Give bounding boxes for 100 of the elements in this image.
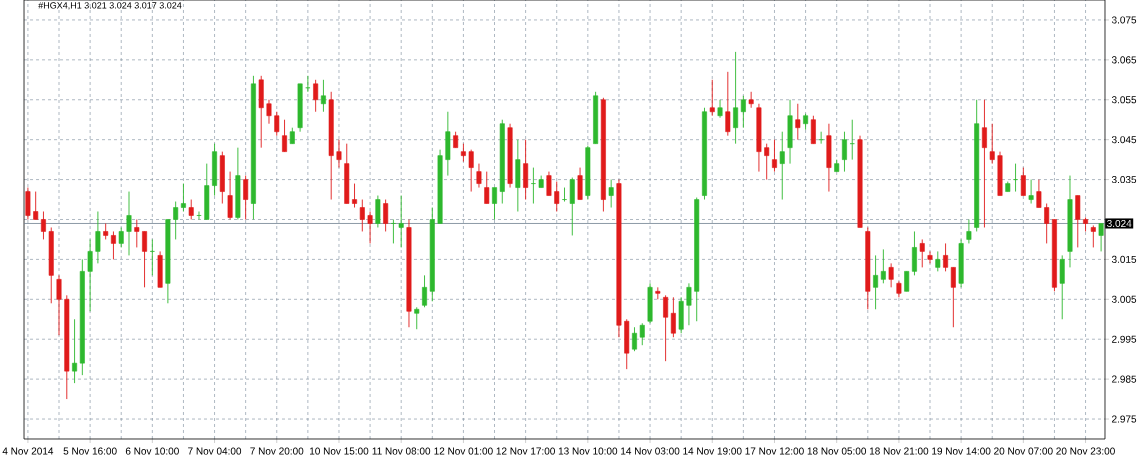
candlestick xyxy=(468,149,474,192)
candlestick xyxy=(841,131,847,173)
x-tick-label: 4 Nov 2014 xyxy=(2,447,54,455)
x-tick-label: 5 Nov 16:00 xyxy=(63,447,117,455)
candlestick xyxy=(1028,179,1034,204)
candlestick xyxy=(56,274,62,336)
chart-title: #HGX4,H1 3.021 3.024 3.017 3.024 xyxy=(38,2,182,10)
y-tick-label: 3.045 xyxy=(1111,136,1137,144)
candlestick xyxy=(523,139,529,200)
x-tick-label: 14 Nov 03:00 xyxy=(621,447,680,455)
candlestick xyxy=(911,231,917,276)
candlestick xyxy=(1036,179,1042,208)
candlestick xyxy=(966,219,972,244)
x-tick-label: 19 Nov 14:00 xyxy=(932,447,991,455)
candlestick xyxy=(740,95,746,129)
y-tick-label: 3.005 xyxy=(1111,295,1137,303)
candlestick xyxy=(772,139,777,173)
candlestick xyxy=(359,199,365,232)
candlestick xyxy=(717,99,723,119)
candlestick xyxy=(173,201,179,240)
candlestick xyxy=(492,187,497,220)
y-tick-label: 2.985 xyxy=(1112,375,1137,383)
x-tick-label: 7 Nov 04:00 xyxy=(188,447,242,455)
candlestick xyxy=(180,183,186,212)
candlestick xyxy=(274,111,280,137)
candlestick xyxy=(725,71,731,137)
y-tick-label: 2.975 xyxy=(1112,415,1137,423)
x-tick-label: 12 Nov 17:00 xyxy=(496,447,555,455)
candlestick xyxy=(1020,167,1026,196)
candlestick xyxy=(919,239,925,268)
y-tick-label: 3.035 xyxy=(1111,176,1137,184)
candlestick xyxy=(709,79,715,117)
candlestick xyxy=(764,143,770,181)
candlestick xyxy=(873,254,879,310)
candlestick xyxy=(414,306,420,330)
candlestick xyxy=(375,195,381,228)
candlestick xyxy=(608,179,614,208)
candlestick xyxy=(904,270,910,292)
candlestick xyxy=(476,163,482,189)
candlestick xyxy=(352,183,358,208)
candlestick xyxy=(795,103,801,141)
candlestick xyxy=(1044,203,1050,244)
candlestick xyxy=(118,227,124,248)
candlestick xyxy=(1098,223,1104,252)
x-tick-label: 13 Nov 10:00 xyxy=(558,447,618,455)
x-tick-label: 14 Nov 19:00 xyxy=(683,447,742,455)
candlestick xyxy=(1075,195,1081,248)
y-tick-label: 3.015 xyxy=(1111,255,1137,263)
candlestick xyxy=(336,139,342,169)
candlestick xyxy=(577,167,583,200)
candlestick xyxy=(313,79,319,113)
candlestick xyxy=(562,187,567,202)
candlestick xyxy=(981,99,987,228)
candlestick xyxy=(927,250,933,264)
candlestick xyxy=(632,326,637,352)
candlestick xyxy=(33,191,39,220)
candlestick xyxy=(40,211,46,240)
candlestick xyxy=(880,248,886,284)
x-tick-label: 11 Nov 08:00 xyxy=(372,447,431,455)
candlestick xyxy=(935,250,941,272)
x-tick-label: 18 Nov 21:00 xyxy=(869,447,929,455)
candlestick xyxy=(639,322,645,346)
candlestick xyxy=(1090,225,1096,248)
candlestick xyxy=(282,119,288,153)
candlestick xyxy=(110,231,116,260)
candlestick xyxy=(733,51,739,145)
candlestick xyxy=(670,296,676,338)
candlestick xyxy=(748,91,754,109)
candlestick xyxy=(663,294,669,362)
candlestick xyxy=(810,115,816,145)
candlestick xyxy=(686,282,692,326)
candlestick xyxy=(422,274,427,308)
candlestick xyxy=(383,199,389,232)
candlestick xyxy=(554,181,560,212)
candlestick xyxy=(367,211,373,244)
candlestick xyxy=(779,131,785,200)
candlestick xyxy=(126,191,132,256)
x-tick-label: 17 Nov 12:00 xyxy=(745,447,804,455)
candlestick xyxy=(546,171,552,196)
candlestick xyxy=(943,242,949,272)
candlestick xyxy=(530,167,536,204)
candlestick xyxy=(227,171,233,220)
candlestick xyxy=(950,266,956,328)
y-tick-label: 2.995 xyxy=(1112,335,1137,343)
x-tick-label: 12 Nov 01:00 xyxy=(434,447,493,455)
candlestick xyxy=(989,123,995,165)
candlestick xyxy=(390,219,396,244)
candlestick xyxy=(484,171,490,204)
x-tick-label: 6 Nov 10:00 xyxy=(125,447,179,455)
candlestick xyxy=(398,195,404,248)
candlestick xyxy=(25,187,31,220)
x-tick-label: 10 Nov 15:00 xyxy=(310,447,369,455)
y-tick-label: 3.065 xyxy=(1111,56,1137,64)
candlestick xyxy=(142,231,148,288)
x-tick-label: 18 Nov 05:00 xyxy=(807,447,867,455)
ref-line-label: 3.024 xyxy=(1107,219,1132,228)
candlestick xyxy=(149,239,155,276)
candlestick xyxy=(188,199,194,220)
candlestick xyxy=(888,262,894,288)
x-tick-label: 20 Nov 23:00 xyxy=(1056,447,1115,455)
